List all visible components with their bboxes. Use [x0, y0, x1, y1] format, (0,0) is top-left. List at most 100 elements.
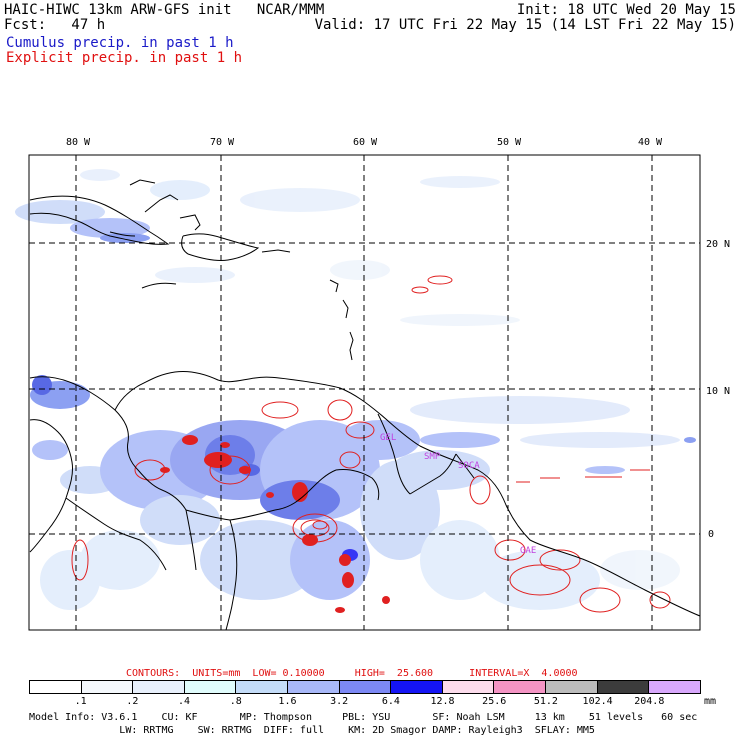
coastlines [29, 179, 701, 617]
cumulus-area [200, 520, 320, 600]
guyana-border [377, 413, 411, 495]
cumulus-area [15, 200, 105, 224]
explicit-contour [427, 275, 453, 285]
cumulus-area [155, 267, 235, 283]
color-bar-label: 204.8 [634, 696, 665, 707]
explicit-area [239, 466, 251, 474]
color-bar-units: mm [704, 696, 717, 707]
colombia-venezuela-border [114, 409, 187, 511]
cumulus-area [410, 396, 630, 424]
bahamas-coast [144, 194, 179, 213]
lesser-antilles-coast [342, 299, 349, 319]
color-bar-label: .4 [178, 696, 191, 707]
explicit-precip-small [516, 469, 650, 483]
bahamas-coast [179, 214, 201, 231]
cumulus-area [420, 176, 500, 188]
color-bar-swatch [391, 681, 443, 693]
site-labels: GEL SMP SOCA GAE [380, 433, 536, 556]
lesser-antilles-coast [329, 279, 339, 293]
lat-label-10n: 10 N [706, 386, 730, 397]
border [335, 469, 380, 501]
explicit-contour [71, 539, 89, 581]
explicit-contour [312, 520, 328, 530]
cumulus-area [40, 550, 100, 610]
lon-label-60w: 60 W [353, 137, 378, 148]
explicit-area [160, 467, 170, 473]
lat-label-0: 0 [708, 529, 714, 540]
legend-explicit: Explicit precip. in past 1 h [6, 50, 243, 66]
color-bar-label: 102.4 [582, 696, 613, 707]
lon-label-80w: 80 W [66, 137, 91, 148]
color-bar-swatch [81, 681, 134, 693]
jamaica-coast [141, 282, 177, 289]
cumulus-area [240, 188, 360, 212]
cumulus-area [32, 375, 52, 395]
cumulus-area [684, 437, 696, 443]
site-label-soca: SOCA [458, 461, 480, 471]
color-bar-label: 25.6 [482, 696, 507, 707]
color-bar-swatch [494, 681, 547, 693]
cumulus-precip [15, 169, 696, 610]
suriname-border [409, 453, 457, 495]
cumulus-area [290, 520, 370, 600]
explicit-contour [327, 399, 353, 421]
jamaica-coast [109, 231, 136, 237]
explicit-precip [71, 275, 671, 613]
lon-label-40w: 40 W [638, 137, 663, 148]
color-bar [29, 680, 701, 694]
explicit-area [220, 442, 230, 448]
color-bar-label: 51.2 [533, 696, 558, 707]
french-guiana-border [455, 453, 475, 479]
cumulus-area [420, 432, 500, 448]
model-info-line1: Model Info: V3.6.1 CU: KF MP: Thompson P… [29, 712, 698, 723]
contour-info: CONTOURS: UNITS=mm LOW= 0.10000 HIGH= 25… [126, 668, 578, 679]
explicit-area [266, 492, 274, 498]
model-info-line2: LW: RRTMG SW: RRTMG DIFF: full KM: 2D Sm… [29, 725, 595, 736]
border [185, 509, 197, 571]
explicit-area [339, 554, 351, 566]
bahamas-coast [129, 179, 156, 186]
cumulus-area [400, 314, 520, 326]
lat-label-20n: 20 N [706, 239, 730, 250]
color-bar-swatch [649, 681, 700, 693]
cumulus-area [70, 218, 150, 238]
explicit-area [302, 534, 318, 546]
explicit-contour [649, 591, 671, 609]
site-label-gel: GEL [380, 433, 396, 443]
explicit-contour [494, 539, 526, 561]
hispaniola-coast [181, 233, 260, 261]
graticule [29, 155, 700, 630]
lon-label-50w: 50 W [497, 137, 522, 148]
explicit-area [292, 482, 308, 502]
cumulus-area [585, 466, 625, 474]
forecast-hour: Fcst: 47 h [4, 17, 106, 33]
south-america-north-coast [29, 371, 701, 617]
color-bar-label: 3.2 [330, 696, 349, 707]
explicit-area [182, 435, 198, 445]
site-label-smp: SMP [424, 452, 441, 462]
cumulus-area [520, 432, 680, 448]
cumulus-area [80, 169, 120, 181]
lon-labels: 80 W 70 W 60 W 50 W 40 W [66, 137, 663, 148]
explicit-contour [339, 451, 361, 469]
color-bar-swatch [339, 681, 392, 693]
cumulus-area [32, 440, 68, 460]
border [274, 469, 337, 511]
explicit-area [335, 607, 345, 613]
explicit-area [342, 572, 354, 588]
legend-cumulus: Cumulus precip. in past 1 h [6, 35, 234, 51]
lon-label-70w: 70 W [210, 137, 235, 148]
color-bar-label: .8 [229, 696, 242, 707]
valid-time: Valid: 17 UTC Fri 22 May 15 (14 LST Fri … [314, 17, 736, 33]
cumulus-area [80, 530, 160, 590]
explicit-contour [539, 549, 581, 571]
explicit-contour [345, 421, 375, 439]
color-bar-label: 1.6 [278, 696, 297, 707]
explicit-contour [411, 286, 429, 294]
explicit-area [204, 452, 232, 468]
explicit-precip-heavy [160, 435, 390, 613]
color-bar-label: 12.8 [430, 696, 455, 707]
lat-labels: 20 N 10 N 0 [706, 239, 730, 540]
explicit-contour [261, 401, 299, 419]
